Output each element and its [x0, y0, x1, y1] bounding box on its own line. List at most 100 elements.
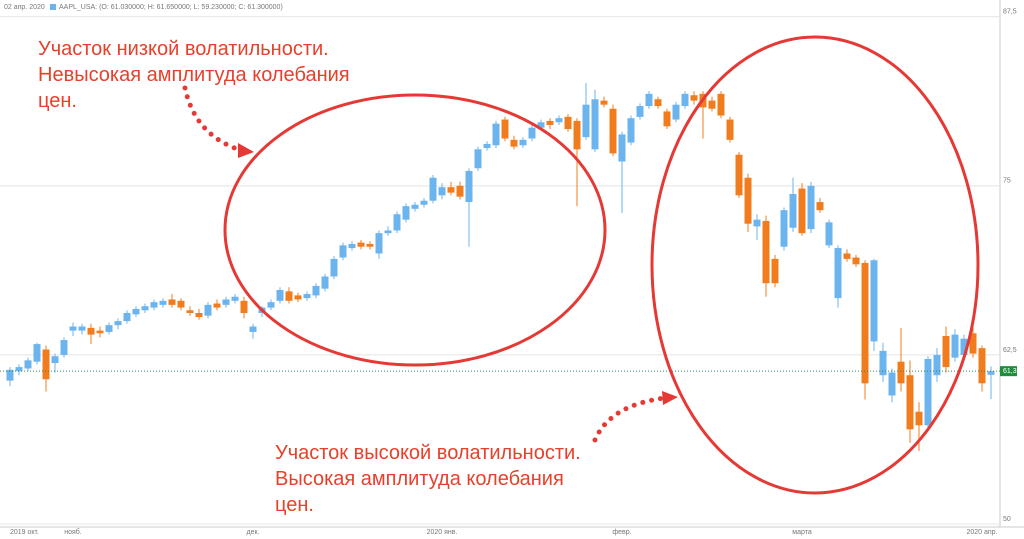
- legend-text: AAPL_USA: (O: 61.030000; H: 61.650000; L…: [59, 4, 283, 11]
- candle-body: [474, 149, 482, 169]
- candle-body: [123, 312, 131, 322]
- candle-body: [879, 350, 887, 376]
- candle-body: [483, 143, 491, 148]
- candle-body: [663, 111, 671, 127]
- candle-body: [690, 95, 698, 101]
- candle-body: [888, 372, 896, 396]
- header-date: 02 апр. 2020: [4, 4, 45, 11]
- candle-body: [267, 302, 275, 308]
- candle-body: [240, 300, 248, 313]
- x-tick-label: 2019 окт.: [10, 529, 39, 536]
- candle-body: [537, 122, 545, 128]
- candle-body: [798, 188, 806, 234]
- candle-body: [402, 206, 410, 220]
- candle-body: [339, 245, 347, 258]
- candle-body: [645, 93, 653, 107]
- arrow-head: [662, 391, 678, 405]
- candle-body: [132, 308, 140, 315]
- candle-body: [366, 244, 374, 247]
- candle-body: [807, 185, 815, 230]
- candle-body: [528, 127, 536, 139]
- candle-body: [924, 358, 932, 426]
- candle-body: [276, 289, 284, 301]
- candle-body: [510, 139, 518, 147]
- candle-body: [717, 93, 725, 116]
- candle-body: [492, 123, 500, 146]
- x-tick-label: дек.: [247, 529, 260, 536]
- candle-body: [771, 258, 779, 284]
- candle-body: [330, 258, 338, 277]
- annotation-line: цен.: [275, 494, 314, 516]
- candle-body: [618, 134, 626, 162]
- candle-body: [105, 325, 113, 332]
- candle-body: [960, 338, 968, 355]
- candle-body: [51, 356, 59, 364]
- annotation-line: цен.: [38, 90, 77, 112]
- candle-body: [636, 106, 644, 117]
- last-price-label: 61,3: [1003, 368, 1017, 375]
- candle-body: [870, 260, 878, 342]
- candle-body: [573, 120, 581, 150]
- candle-body: [159, 300, 167, 305]
- candle-body: [627, 118, 635, 143]
- candle-body: [951, 334, 959, 358]
- candle-body: [384, 230, 392, 234]
- candle-body: [672, 104, 680, 120]
- annotation-line: Участок высокой волатильности.: [275, 442, 581, 464]
- candle-body: [141, 306, 149, 311]
- candle-body: [429, 177, 437, 201]
- candle-body: [546, 120, 554, 125]
- plot: [0, 16, 1000, 525]
- candle-body: [816, 202, 824, 211]
- x-tick-label: 2020 янв.: [427, 529, 458, 536]
- candle-body: [393, 214, 401, 231]
- candle-body: [861, 262, 869, 384]
- candle-body: [60, 340, 68, 355]
- candle-body: [681, 93, 689, 107]
- candle-body: [762, 221, 770, 284]
- candle-body: [708, 100, 716, 109]
- candle-body: [24, 360, 32, 369]
- candle-body: [582, 104, 590, 138]
- candle-body: [834, 248, 842, 299]
- arrow-dots: [182, 85, 243, 153]
- y-tick-label: 62,5: [1003, 347, 1017, 354]
- candle-body: [294, 295, 302, 300]
- low-volatility-ellipse: [223, 93, 607, 367]
- candle-body: [753, 219, 761, 227]
- candle-body: [6, 369, 14, 381]
- annotations: [182, 35, 980, 495]
- candle-body: [789, 193, 797, 228]
- candle-body: [114, 321, 122, 326]
- y-tick-label: 50: [1003, 516, 1011, 523]
- x-tick-label: 2020 апр.: [966, 529, 997, 536]
- candle-body: [438, 187, 446, 196]
- x-tick-label: нояб.: [64, 528, 82, 536]
- arrow-head: [238, 143, 254, 158]
- candle-body: [168, 299, 176, 305]
- candle-body: [420, 200, 428, 205]
- candle-body: [735, 154, 743, 196]
- candle-body: [465, 170, 473, 203]
- candle-body: [978, 348, 986, 384]
- candle-body: [726, 119, 734, 140]
- candle-body: [609, 108, 617, 154]
- candle-body: [519, 139, 527, 146]
- candle-body: [213, 303, 221, 308]
- legend-swatch: [50, 4, 56, 10]
- candle-body: [150, 302, 158, 308]
- candle-body: [843, 253, 851, 259]
- x-tick-label: марта: [792, 529, 812, 536]
- candle-body: [744, 177, 752, 224]
- last-price-box: [1000, 366, 1017, 377]
- candle-body: [501, 119, 509, 139]
- candle-body: [96, 330, 104, 334]
- annotation-line: Невысокая амплитуда колебания: [38, 64, 350, 86]
- candle-body: [564, 116, 572, 130]
- candle-body: [78, 326, 86, 331]
- candle-body: [204, 304, 212, 316]
- candle-body: [375, 233, 383, 254]
- candle-body: [231, 296, 239, 301]
